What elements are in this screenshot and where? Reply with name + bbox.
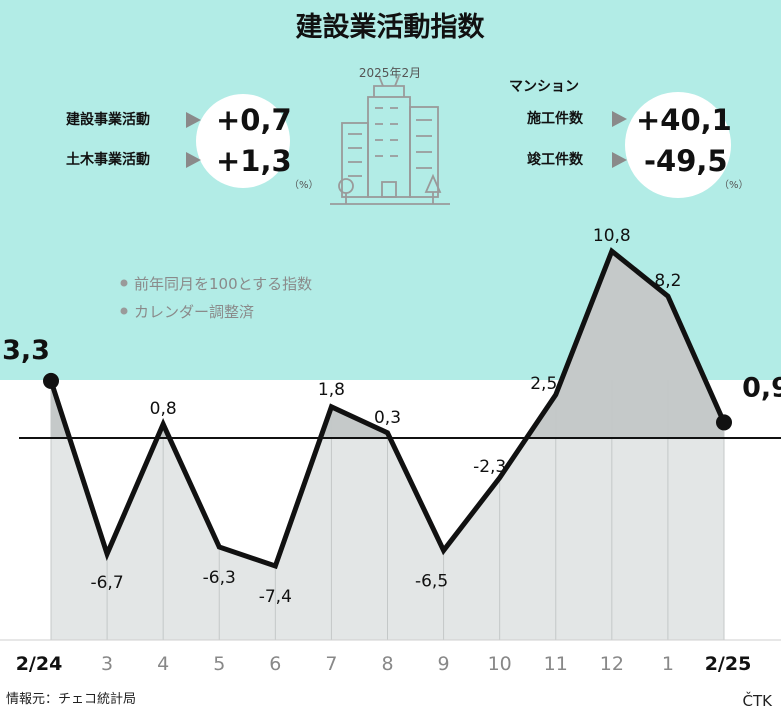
agency-logo: ČTK [743, 691, 774, 710]
right-summary-circle [625, 92, 731, 198]
data-label: -6,5 [415, 571, 448, 591]
data-label: 2,5 [530, 374, 557, 394]
data-label: -2,3 [473, 457, 506, 477]
bullet-icon [120, 279, 128, 287]
page-title: 建設業活動指数 [296, 11, 486, 43]
data-label: -7,4 [259, 587, 292, 607]
note-2: カレンダー調整済 [134, 303, 254, 321]
x-tick-label: 2/25 [705, 653, 752, 675]
data-label: 3,3 [2, 335, 50, 366]
arrow-icon [612, 152, 627, 168]
x-tick-label: 2/24 [16, 653, 63, 675]
x-tick-label: 5 [213, 653, 225, 675]
data-label: 8,2 [654, 271, 681, 291]
right-heading: マンション [509, 79, 579, 95]
x-tick-label: 10 [488, 653, 512, 675]
note-1: 前年同月を100とする指数 [134, 275, 312, 293]
x-tick-label: 1 [662, 653, 674, 675]
x-tick-label: 12 [600, 653, 624, 675]
left-summary-circle [196, 94, 290, 188]
series-line [48, 247, 727, 570]
right-unit: （%） [719, 179, 749, 191]
data-label: 0,9 [742, 372, 781, 403]
left-value-1: +0,7 [216, 103, 292, 137]
x-tick-label: 9 [438, 653, 450, 675]
right-label-2: 竣工件数 [527, 151, 584, 168]
right-value-1: +40,1 [636, 103, 732, 137]
x-tick-label: 6 [269, 653, 281, 675]
left-unit: （%） [289, 179, 319, 191]
arrow-icon [186, 112, 201, 128]
x-tick-label: 4 [157, 653, 169, 675]
data-label: -6,3 [203, 568, 236, 588]
positive-area-fill [51, 251, 724, 438]
x-tick-label: 3 [101, 653, 113, 675]
data-label: 10,8 [593, 226, 631, 246]
source-credit: 情報元：チェコ統計局 [6, 691, 136, 707]
bullet-icon [120, 307, 128, 315]
left-value-2: +1,3 [216, 144, 292, 178]
endpoint-dot [43, 372, 59, 389]
arrow-icon [612, 111, 627, 127]
left-label-2: 土木事業活動 [66, 151, 150, 168]
right-value-2: -49,5 [644, 144, 728, 178]
data-label: -6,7 [90, 573, 123, 593]
data-label: 0,3 [374, 408, 401, 428]
data-label: 1,8 [318, 380, 345, 400]
x-tick-label: 11 [544, 653, 568, 675]
month-label: 2025年2月 [359, 66, 421, 80]
endpoint-dot [716, 414, 732, 431]
right-label-1: 施工件数 [527, 110, 584, 127]
x-tick-label: 7 [325, 653, 337, 675]
x-tick-label: 8 [381, 653, 393, 675]
left-label-1: 建設事業活動 [66, 111, 150, 128]
building-icon [330, 75, 450, 205]
data-label: 0,8 [150, 399, 177, 419]
arrow-icon [186, 152, 201, 168]
